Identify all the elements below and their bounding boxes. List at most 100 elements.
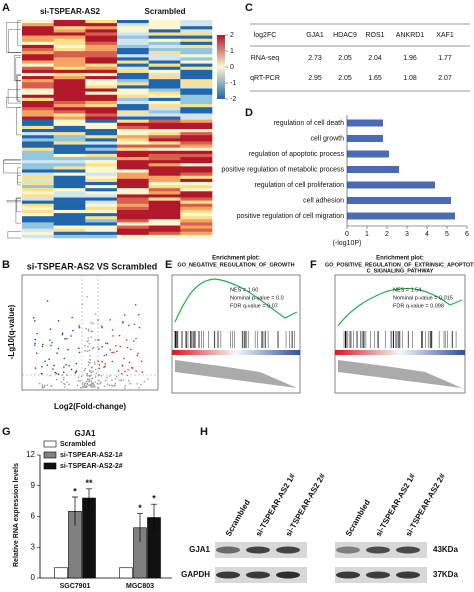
heatmap-cell bbox=[180, 32, 213, 36]
volcano-dot bbox=[143, 380, 146, 383]
heatmap-cell bbox=[53, 191, 86, 195]
heatmap-cell bbox=[117, 219, 149, 223]
volcano-dot bbox=[87, 361, 90, 363]
volcano-dot bbox=[94, 363, 96, 365]
category-label: regulation of cell proliferation bbox=[255, 182, 345, 189]
heatmap-cell bbox=[85, 119, 118, 124]
volcano-dot bbox=[49, 339, 51, 341]
heatmap-cell bbox=[85, 38, 118, 43]
volcano-dot bbox=[122, 321, 124, 323]
y-tick-label: 12 bbox=[26, 450, 35, 459]
heatmap-cell bbox=[148, 32, 181, 36]
volcano-dot bbox=[81, 382, 84, 384]
heatmap-cell bbox=[85, 141, 118, 145]
heatmap-cell bbox=[22, 228, 54, 233]
dendrogram bbox=[6, 200, 21, 203]
volcano-dot bbox=[119, 345, 122, 348]
volcano-dot bbox=[91, 383, 93, 385]
volcano-dot bbox=[108, 384, 111, 387]
volcano-dot bbox=[50, 344, 52, 347]
heatmap-cell bbox=[180, 76, 213, 80]
volcano-dot bbox=[72, 329, 74, 332]
heatmap-cell bbox=[180, 48, 213, 52]
heatmap-cell bbox=[22, 141, 54, 145]
heatmap-cell bbox=[148, 129, 181, 133]
heatmap-cell bbox=[117, 231, 149, 236]
volcano-dot bbox=[88, 342, 91, 345]
volcano-dot bbox=[115, 376, 118, 378]
x-tick-label: SGC7901 bbox=[60, 583, 91, 590]
heatmap-cell bbox=[117, 203, 149, 208]
volcano-dot bbox=[75, 362, 78, 365]
heatmap-cell bbox=[53, 51, 86, 55]
heatmap-cell bbox=[180, 104, 213, 108]
volcano-dot bbox=[140, 360, 143, 363]
heatmap-cell bbox=[22, 26, 54, 30]
heatmap-cell bbox=[85, 169, 118, 173]
heatmap-cell bbox=[85, 147, 118, 152]
volcano-dot bbox=[81, 385, 84, 388]
heatmap-cell bbox=[22, 69, 54, 74]
heatmap-cell bbox=[22, 76, 54, 80]
volcano-dot bbox=[138, 386, 140, 389]
bar bbox=[347, 166, 399, 173]
heatmap-cell bbox=[117, 26, 149, 30]
heatmap-cell bbox=[53, 107, 86, 111]
heatmap-cell bbox=[180, 110, 213, 114]
panel-label: E bbox=[165, 259, 172, 271]
volcano-dot bbox=[86, 296, 88, 298]
volcano-dot bbox=[34, 367, 37, 369]
heatmap-cell bbox=[117, 122, 149, 127]
heatmap-cell bbox=[22, 169, 54, 173]
blot-band bbox=[216, 546, 240, 554]
table-cell: 2.05 bbox=[338, 55, 352, 62]
volcano-dot bbox=[41, 384, 44, 386]
volcano-dot bbox=[38, 382, 41, 385]
heatmap-cell bbox=[148, 119, 181, 124]
heatmap-cell bbox=[53, 116, 86, 120]
heatmap-cell bbox=[53, 60, 86, 64]
heatmap-cell bbox=[117, 97, 149, 102]
x-tick-label: MGC803 bbox=[126, 583, 154, 590]
panel-label: D bbox=[245, 107, 253, 119]
heatmap-cell bbox=[22, 163, 54, 167]
legend-swatch bbox=[43, 440, 57, 448]
bar bbox=[82, 497, 96, 579]
volcano-dot bbox=[50, 385, 53, 387]
heatmap-cell bbox=[22, 132, 54, 136]
heatmap-cell bbox=[53, 32, 86, 36]
heatmap-cell bbox=[85, 69, 118, 74]
heatmap-cell bbox=[117, 44, 149, 49]
volcano-dot bbox=[87, 340, 90, 342]
volcano-dot bbox=[120, 373, 123, 375]
volcano-dot bbox=[98, 367, 101, 370]
heatmap-cell bbox=[180, 172, 213, 177]
heatmap-cell bbox=[148, 153, 181, 158]
lane-label: Scrambled bbox=[344, 498, 372, 538]
volcano-dot bbox=[123, 314, 126, 316]
blot-size: 37KDa bbox=[433, 570, 458, 579]
dendrogram bbox=[6, 97, 21, 108]
volcano-dot bbox=[86, 350, 89, 352]
volcano-dot bbox=[97, 374, 100, 376]
blot-band bbox=[336, 571, 360, 579]
heatmap-cell bbox=[148, 222, 181, 226]
heatmap-cell bbox=[85, 32, 118, 36]
category-label: cell adhesion bbox=[303, 197, 344, 204]
heatmap-cell bbox=[22, 29, 54, 33]
heatmap-cell bbox=[22, 44, 54, 49]
heatmap-cell bbox=[22, 82, 54, 86]
heatmap-cell bbox=[85, 178, 118, 183]
bar bbox=[347, 212, 455, 220]
volcano-dot bbox=[104, 363, 107, 365]
heatmap-cell bbox=[53, 228, 86, 233]
heatmap-cell bbox=[22, 35, 54, 39]
heatmap-cell bbox=[117, 69, 149, 74]
heatmap-cell bbox=[117, 48, 149, 52]
heatmap-cell bbox=[117, 23, 149, 27]
volcano-dot bbox=[46, 300, 49, 302]
volcano-dot bbox=[123, 387, 126, 389]
volcano-dot bbox=[70, 368, 73, 371]
heatmap-cell bbox=[117, 147, 149, 152]
heatmap-cell bbox=[180, 38, 213, 43]
